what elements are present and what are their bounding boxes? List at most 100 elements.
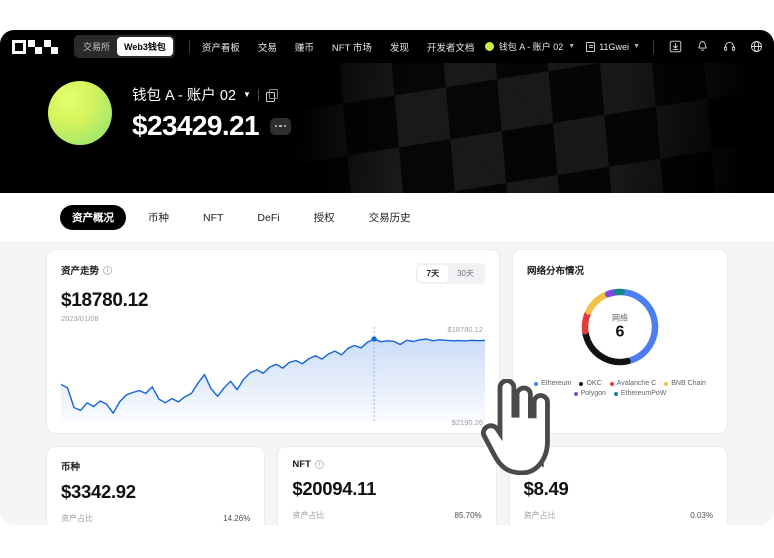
summary-ratio-row: 资产占比 0.03%: [524, 510, 713, 521]
nav-link-earn[interactable]: 赚币: [294, 42, 314, 54]
gas-price-selector[interactable]: 11Gwei ▼: [586, 41, 640, 52]
switch-web3-wallet[interactable]: Web3钱包: [117, 37, 173, 56]
nav-link-nft-market[interactable]: NFT 市场: [331, 42, 372, 54]
summary-ratio-row: 资产占比 14.26%: [61, 513, 250, 524]
nav-divider: [188, 40, 190, 53]
legend-label: Ethereum: [541, 380, 572, 387]
legend-label: OKC: [586, 380, 602, 387]
chevron-down-icon: ▼: [633, 43, 640, 50]
time-range-toggle: 7天 30天: [415, 263, 485, 284]
bell-icon[interactable]: [694, 39, 710, 55]
donut-center-label: 网络: [612, 313, 628, 323]
nav-link-discover[interactable]: 发现: [389, 42, 409, 54]
legend-item-okc[interactable]: OKC: [579, 380, 602, 387]
legend-label: Avalanche C: [616, 380, 657, 387]
account-avatar[interactable]: [48, 81, 112, 145]
app-window: 交易所 Web3钱包 资产看板 交易 赚币 NFT 市场 发现 开发者文档 钱包…: [0, 30, 774, 525]
range-7d[interactable]: 7天: [417, 265, 449, 282]
range-30d[interactable]: 30天: [457, 269, 474, 278]
top-navigation-bar: 交易所 Web3钱包 资产看板 交易 赚币 NFT 市场 发现 开发者文档 钱包…: [0, 30, 774, 63]
legend-item-bnb-chain[interactable]: BNB Chain: [664, 380, 706, 387]
tab-nft[interactable]: NFT: [203, 211, 224, 224]
trend-line-svg: [61, 327, 485, 423]
summary-ratio-label: 资产占比: [523, 511, 556, 520]
donut-svg: [581, 288, 659, 366]
legend-label: BNB Chain: [671, 380, 706, 387]
summary-card-title-text: NFT: [292, 459, 311, 470]
account-name[interactable]: 钱包 A - 账户 02: [132, 88, 236, 104]
icon-divider: [653, 39, 654, 54]
tab-overview[interactable]: 资产概况: [60, 205, 126, 230]
okx-logo-icon[interactable]: [12, 39, 58, 54]
asset-trend-card: 资产走势 i 7天 30天 $18780.12 2023/01/08: [46, 249, 550, 475]
summary-ratio-label: 资产占比: [292, 511, 325, 520]
nav-link-trade[interactable]: 交易: [257, 42, 277, 54]
donut-slice-ethereum[interactable]: [620, 288, 659, 364]
donut-slice-avalanche-c[interactable]: [581, 310, 592, 335]
legend-dot-icon: [534, 381, 539, 386]
summary-ratio-row: 资产占比 85.70%: [292, 510, 481, 521]
legend-label: EthereumPoW: [620, 390, 667, 397]
chart-max-label: $18780.12: [447, 325, 483, 334]
legend-item-ethereum[interactable]: Ethereum: [534, 380, 571, 387]
network-distribution-title: 网络分布情况: [527, 266, 585, 277]
topnav-right-cluster: 钱包 A - 账户 02 ▼ 11Gwei ▼: [484, 39, 764, 55]
summary-cards-row: 币种$3342.92资产占比14.26%♦$●◆◎∞❯NFTi$20094.11…: [46, 446, 728, 525]
wallet-account-selector[interactable]: 钱包 A - 账户 02 ▼: [484, 40, 576, 53]
summary-ratio-value: 14.26%: [223, 514, 251, 523]
nav-link-dashboard[interactable]: 资产看板: [201, 42, 240, 54]
legend-item-avalanche-c[interactable]: Avalanche C: [609, 380, 657, 387]
total-balance: $23429.21: [132, 110, 260, 141]
switch-exchange[interactable]: 交易所: [83, 42, 111, 52]
legend-dot-icon: [609, 381, 614, 386]
donut-slice-bnb-chain[interactable]: [585, 291, 610, 315]
asset-trend-title: 资产走势: [61, 266, 100, 277]
download-icon[interactable]: [667, 39, 683, 55]
globe-icon[interactable]: [748, 39, 764, 55]
wallet-account-label: 钱包 A - 账户 02: [498, 42, 564, 52]
info-icon[interactable]: i: [314, 460, 324, 469]
summary-ratio-label: 资产占比: [61, 514, 93, 523]
legend-item-polygon[interactable]: Polygon: [573, 390, 606, 397]
donut-slice-okc[interactable]: [582, 329, 631, 366]
chart-min-label: $2190.26: [451, 418, 483, 427]
summary-card-value: $8.49: [523, 478, 569, 499]
headset-icon[interactable]: [721, 39, 737, 55]
network-distribution-card: 网络分布情况 网络 6 Ethereum OKC Avalanche C BNB Ch…: [512, 249, 728, 434]
network-donut-chart[interactable]: 网络 6: [527, 281, 713, 373]
tab-defi[interactable]: DeFi: [257, 211, 280, 224]
asset-trend-value: $18780.12: [61, 290, 149, 311]
tab-tokens[interactable]: 币种: [148, 212, 169, 224]
legend-label: Polygon: [580, 390, 606, 397]
info-icon[interactable]: i: [103, 265, 113, 275]
network-legend: Ethereum OKC Avalanche C BNB Chain Polygon Et…: [527, 380, 713, 397]
summary-card-title-text: DeFi: [523, 459, 545, 470]
summary-ratio-value: 0.03%: [690, 511, 713, 520]
legend-dot-icon: [579, 381, 584, 386]
asset-trend-chart[interactable]: $18780.12 $2190.26: [61, 325, 550, 475]
legend-dot-icon: [573, 391, 578, 396]
summary-card-title: NFT i: [292, 459, 481, 470]
copy-icon[interactable]: [265, 89, 278, 102]
gas-icon: [586, 41, 596, 52]
legend-dot-icon: [664, 381, 669, 386]
more-options-button[interactable]: [269, 117, 291, 135]
chevron-down-icon[interactable]: ▼: [242, 90, 251, 99]
tab-approvals[interactable]: 授权: [313, 212, 335, 224]
asset-trend-date: 2023/01/08: [61, 314, 99, 323]
legend-item-ethereumpow[interactable]: EthereumPoW: [613, 390, 667, 397]
wallet-status-dot-icon: [484, 42, 494, 51]
summary-card-title: 币种: [61, 459, 250, 473]
summary-card-title-text: 币种: [61, 462, 81, 473]
summary-card-value: $20094.11: [292, 478, 377, 499]
nav-link-developer-docs[interactable]: 开发者文档: [426, 42, 475, 54]
summary-ratio-value: 85.70%: [454, 511, 482, 520]
chevron-down-icon: ▼: [568, 43, 576, 50]
summary-card-title: DeFi: [524, 459, 713, 470]
tab-transaction-history[interactable]: 交易历史: [368, 212, 411, 224]
product-switcher: 交易所 Web3钱包: [74, 35, 175, 58]
main-content: 资产走势 i 7天 30天 $18780.12 2023/01/08: [0, 241, 774, 525]
